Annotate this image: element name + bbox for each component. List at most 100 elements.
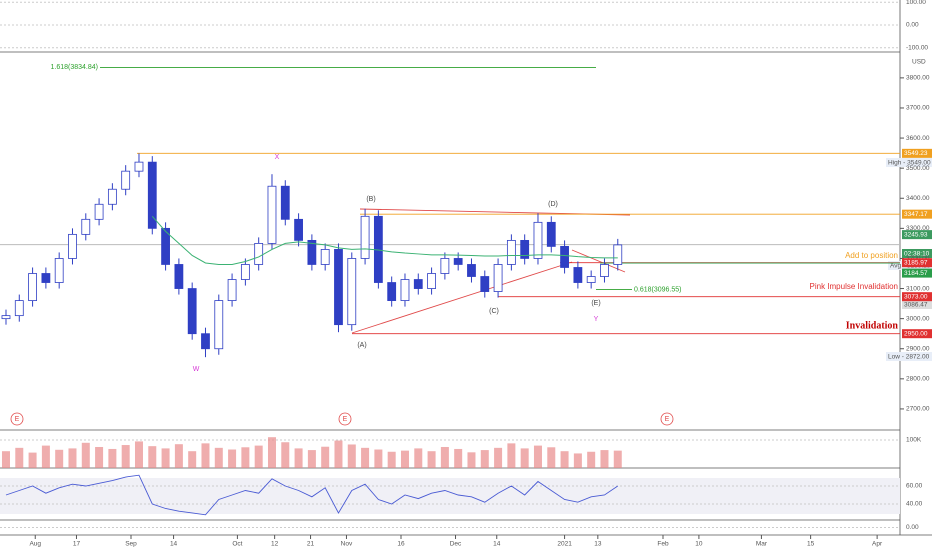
- x-tick-label: Aug: [29, 541, 41, 548]
- candle-body: [227, 279, 237, 301]
- level-box: [902, 230, 932, 240]
- volume-bar: [108, 448, 117, 468]
- level-label: 1.618(3834.84): [51, 64, 98, 71]
- volume-bar: [148, 446, 157, 468]
- candle-body: [467, 264, 476, 277]
- x-tick-label: Dec: [450, 541, 462, 548]
- volume-bar: [254, 445, 263, 468]
- volume-bar: [573, 453, 582, 468]
- volume-bar: [307, 450, 316, 468]
- candle-body: [533, 221, 543, 259]
- x-tick-label: 21: [307, 541, 315, 548]
- y-tick-label: 3500.00: [906, 165, 930, 172]
- y-tick-label: 3400.00: [906, 195, 930, 202]
- y-tick-label: 2800.00: [906, 376, 930, 383]
- level-label: 3347.17: [904, 211, 928, 218]
- candle-body: [201, 333, 210, 350]
- candle-body: [161, 227, 170, 265]
- y-tick-label: 3800.00: [906, 75, 930, 82]
- x-tick-label: 14: [170, 541, 178, 548]
- wave-label: W: [193, 366, 200, 373]
- wave-label: (E): [591, 300, 600, 307]
- tag: High - 3549.00: [888, 160, 931, 167]
- level-label: 0.618(3096.55): [634, 286, 681, 293]
- volume-bar: [440, 446, 449, 468]
- y-tick-label: 2700.00: [906, 406, 930, 413]
- x-tick-label: 12: [271, 541, 279, 548]
- volume-bar: [454, 448, 463, 468]
- tag-box: [886, 158, 932, 167]
- y-tick-label: 3300.00: [906, 225, 930, 232]
- event-circles: [10, 412, 674, 426]
- volume-bar: [41, 445, 50, 468]
- y-tick-label: 3700.00: [906, 105, 930, 112]
- event: E: [665, 416, 670, 423]
- panel-tick-label: 100K: [906, 437, 922, 444]
- candle-body: [546, 221, 556, 247]
- volume-bar: [600, 450, 609, 468]
- volume-bar: [427, 451, 436, 468]
- rsi-line: [5, 474, 619, 516]
- level-box: [902, 329, 932, 339]
- volume-bar: [81, 442, 90, 468]
- candle-body: [240, 264, 250, 280]
- candle-body: [334, 249, 343, 326]
- level-label: 3245.93: [904, 231, 928, 238]
- event: E: [15, 416, 20, 423]
- candle-body: [560, 246, 569, 268]
- currency: USD: [912, 59, 926, 66]
- candle-body: [400, 279, 410, 301]
- volume-bar: [188, 451, 197, 468]
- level-box: [902, 148, 932, 158]
- x-tick-label: Oct: [232, 541, 242, 548]
- volume-bar: [533, 445, 542, 468]
- candle-body: [573, 267, 583, 283]
- candle-body: [600, 264, 609, 277]
- volume-bar: [467, 452, 476, 468]
- volume-bar: [1, 451, 10, 468]
- candle-body: [121, 170, 131, 190]
- x-tick-label: 2021: [557, 541, 572, 548]
- tag-box: [886, 352, 932, 361]
- y-tick-label: 3100.00: [906, 285, 930, 292]
- wave-label: (C): [489, 308, 499, 315]
- volume-bar: [547, 447, 556, 468]
- moving-average: [151, 215, 618, 265]
- candle-body: [586, 276, 596, 283]
- y-tick-label: 3000.00: [906, 315, 930, 322]
- volume-bar: [68, 448, 77, 468]
- volume-bar: [347, 444, 356, 468]
- volume-bar: [161, 448, 170, 468]
- volume-bar: [587, 451, 596, 468]
- event: E: [343, 416, 348, 423]
- x-tick-label: 17: [73, 541, 81, 548]
- tag: 3086.47: [904, 302, 928, 309]
- volume-bar: [201, 443, 210, 468]
- candle-body: [360, 215, 370, 259]
- level-label: 3184.57: [904, 270, 928, 277]
- level-box: [902, 258, 932, 268]
- level-label: 3185.97: [904, 259, 928, 266]
- panel-tick-label: 0.00: [906, 22, 919, 29]
- annotation: Add to position: [845, 251, 898, 260]
- candle-body: [1, 315, 11, 320]
- x-tick-label: 10: [695, 541, 703, 548]
- x-tick-label: 16: [397, 541, 405, 548]
- candle-body: [453, 258, 463, 265]
- level-box: [902, 268, 932, 278]
- x-tick-label: Nov: [341, 541, 353, 548]
- volume-bar: [560, 451, 569, 468]
- volume-bar: [228, 449, 237, 468]
- candle-body: [387, 282, 397, 301]
- volume-bar: [374, 449, 383, 468]
- tag: 02:38:10: [904, 251, 930, 258]
- x-tick-label: 14: [493, 541, 501, 548]
- tag: Low - 2872.00: [888, 354, 930, 361]
- volume-bar: [174, 444, 183, 468]
- volume-bar: [241, 447, 250, 468]
- candle-body: [267, 185, 277, 244]
- volume-bar: [334, 440, 343, 468]
- x-tick-label: Apr: [872, 541, 883, 548]
- wave-label: (A): [357, 342, 366, 349]
